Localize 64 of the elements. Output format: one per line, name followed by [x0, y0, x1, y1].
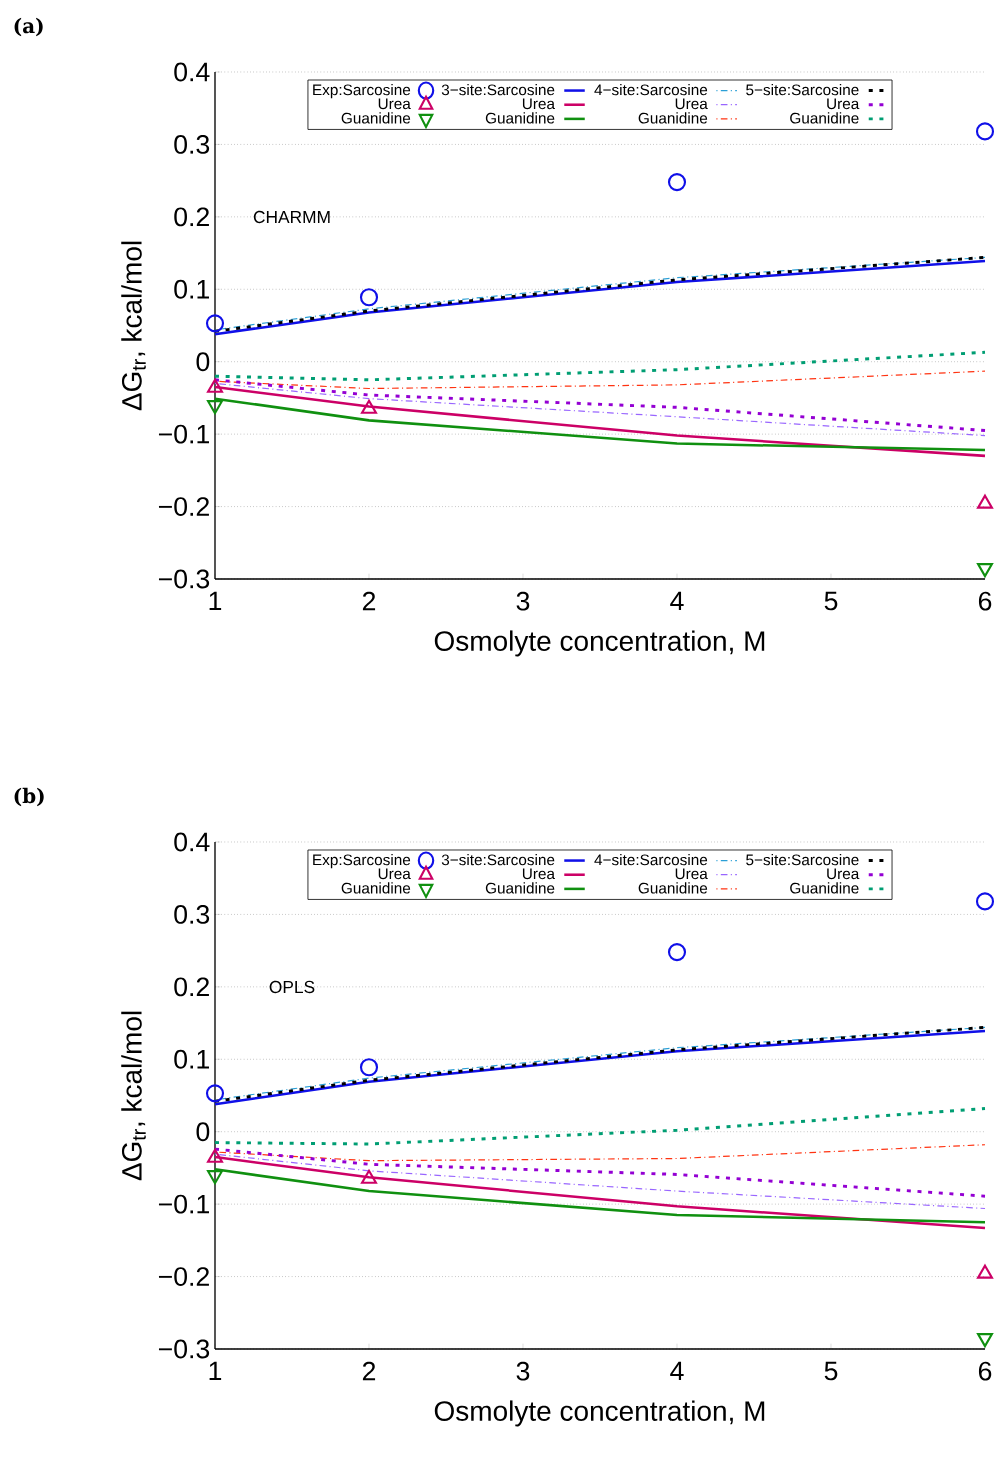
- legend-label: 5−site:Sarcosine: [746, 854, 859, 866]
- line-series: [213, 1147, 987, 1198]
- y-tick-label: −0.2: [158, 1267, 209, 1286]
- y-tick-label: −0.2: [158, 497, 209, 516]
- y-tick-label: −0.1: [158, 1194, 209, 1214]
- line-series: [214, 1153, 986, 1210]
- legend-label: 3−site:Sarcosine: [441, 84, 555, 96]
- text: (b): [14, 787, 44, 807]
- y-tick-label: 0.2: [174, 207, 209, 227]
- legend-label: Urea: [675, 868, 708, 880]
- legend-label: Guanidine: [341, 112, 411, 124]
- legend-label: Guanidine: [790, 882, 859, 894]
- y-axis-title: ΔG$_{tr}$, kcal/mol: [121, 1011, 146, 1181]
- legend-label: 4−site:Sarcosine: [594, 854, 708, 866]
- x-axis-title: Osmolyte concentration, M: [434, 630, 765, 657]
- legend-label: Exp:Sarcosine: [313, 854, 411, 869]
- y-tick-label: −0.3: [158, 569, 210, 589]
- x-tick-label: 4: [670, 591, 684, 611]
- y-tick-label: 0.1: [174, 279, 209, 299]
- legend-label: Urea: [378, 868, 411, 880]
- y-tick-label: −0.3: [158, 1339, 210, 1359]
- x-tick-label: 1: [209, 591, 222, 611]
- x-tick-label: 5: [824, 591, 838, 611]
- y-tick-label: 0: [196, 352, 210, 372]
- legend-label: Urea: [675, 98, 708, 110]
- legend-label: Urea: [827, 868, 860, 880]
- legend-label: Urea: [522, 98, 555, 110]
- legend-label: 4−site:Sarcosine: [594, 84, 708, 96]
- legend-label: 5−site:Sarcosine: [746, 84, 859, 96]
- legend-label: Guanidine: [341, 882, 411, 894]
- y-tick-label: 0.1: [174, 1049, 209, 1069]
- x-tick-label: 3: [516, 591, 530, 611]
- x-axis-title: Osmolyte concentration, M: [434, 1400, 765, 1427]
- text: (a): [14, 17, 43, 37]
- legend-label: Guanidine: [790, 112, 859, 124]
- legend-label: 3−site:Sarcosine: [441, 854, 555, 866]
- annotation: CHARMM: [253, 210, 330, 224]
- x-tick-label: 4: [670, 1361, 684, 1381]
- y-tick-label: −0.1: [158, 424, 209, 444]
- y-tick-label: 0: [196, 1122, 210, 1142]
- annotation: OPLS: [269, 980, 315, 994]
- x-tick-label: 1: [209, 1361, 222, 1381]
- y-tick-label: 0.4: [174, 62, 210, 82]
- y-tick-label: 0.3: [174, 904, 210, 924]
- legend-label: Urea: [827, 98, 860, 110]
- y-tick-label: 0.4: [174, 832, 210, 852]
- legend-label: Guanidine: [638, 882, 708, 894]
- x-tick-label: 6: [978, 1361, 992, 1381]
- legend-label: Urea: [378, 98, 411, 110]
- line-series: [213, 1107, 987, 1146]
- legend-label: Exp:Sarcosine: [313, 84, 411, 99]
- y-tick-label: 0.2: [174, 977, 209, 997]
- x-tick-label: 2: [362, 1361, 376, 1381]
- y-axis-title: ΔG$_{tr}$, kcal/mol: [121, 241, 146, 411]
- x-tick-label: 3: [516, 1361, 530, 1381]
- legend-label: Guanidine: [485, 882, 555, 894]
- legend-label: Urea: [522, 868, 555, 880]
- x-tick-label: 2: [362, 591, 376, 611]
- line-series: [213, 350, 987, 382]
- x-tick-label: 5: [824, 1361, 838, 1381]
- legend-label: Guanidine: [485, 112, 555, 124]
- legend-label: Guanidine: [638, 112, 708, 124]
- x-tick-label: 6: [978, 591, 992, 611]
- y-tick-label: 0.3: [174, 134, 210, 154]
